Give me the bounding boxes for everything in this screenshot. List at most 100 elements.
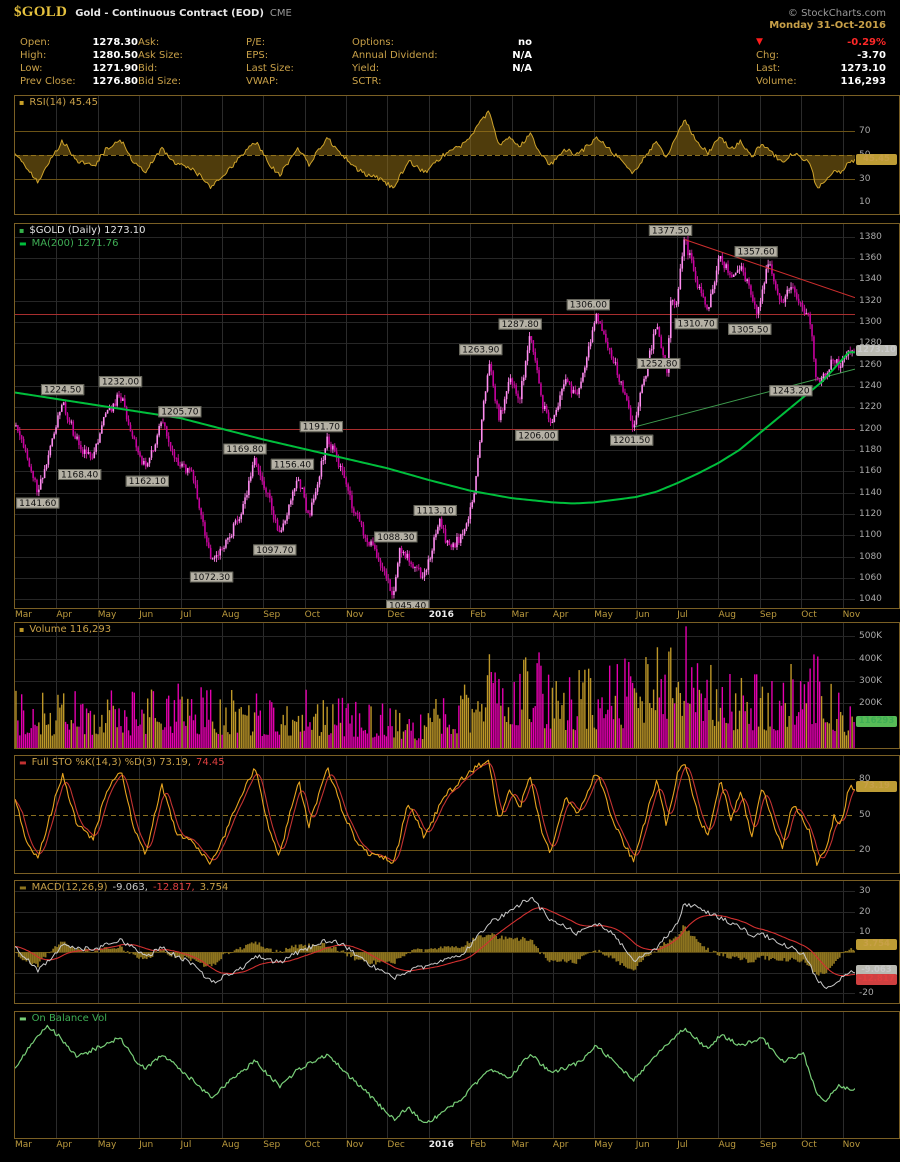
axis-marker: 116293 (856, 716, 897, 728)
chart-date: Monday 31-Oct-2016 (769, 20, 886, 31)
month-label: Feb (470, 1140, 487, 1150)
axis-tick: 1200 (859, 423, 882, 434)
month-label: Mar (511, 610, 529, 620)
ma-legend: ▬ MA(200) 1271.76 (19, 238, 118, 249)
axis-tick: 1120 (859, 509, 882, 520)
axis-tick: 1280 (859, 338, 882, 349)
rsi-legend-label: RSI(14) 45.45 (29, 97, 99, 108)
obv-legend: ▬ On Balance Vol (19, 1013, 107, 1024)
sctr-label: SCTR: (352, 76, 382, 87)
x-axis-months-top: Mar Apr May Jun Jul Aug Sep Oct Nov Dec 2016 Feb Mar… (15, 609, 899, 622)
month-label: Jun (635, 610, 650, 620)
macd-hist-value: 3.754 (199, 882, 229, 893)
axis-tick: 80 (859, 774, 871, 785)
last-value: 1273.10 (840, 63, 886, 74)
month-label: Apr (552, 610, 569, 620)
month-label: Sep (759, 1140, 777, 1150)
axis-marker: 1273.10 (856, 344, 897, 356)
stochastics-legend: ▬ Full STO %K(14,3) %D(3) 73.19, 74.45 (19, 757, 225, 768)
axis-tick: 500K (859, 631, 883, 642)
stockcharts-copyright-link[interactable]: © StockCharts.com (787, 8, 886, 19)
volume-legend-label: Volume 116,293 (29, 624, 112, 635)
axis-tick: 1380 (859, 231, 882, 242)
options-label: Options: (352, 37, 394, 48)
bid-size-label: Bid Size: (138, 76, 182, 87)
month-label: Apr (552, 1140, 569, 1150)
month-label: Jun (635, 1140, 650, 1150)
macd-signal-value: -12.817, (152, 882, 195, 893)
options-value: no (518, 37, 532, 48)
axis-tick: 20 (859, 906, 871, 917)
axis-marker: -12.817 (856, 974, 897, 986)
month-label: 2016 (428, 1140, 454, 1150)
ma-legend-label: MA(200) 1271.76 (31, 238, 119, 249)
axis-tick: 1220 (859, 402, 882, 413)
month-label: Mar (15, 610, 32, 620)
volume-panel: 500K 400K 300K 200K 116293 ▪ Volume 116,293 (14, 622, 900, 749)
month-label: Jun (139, 610, 154, 620)
month-label: Aug (718, 1140, 737, 1150)
price-y-axis: 1380 1360 1340 1320 1300 1280 1260 1240 1220 1200… (855, 224, 899, 608)
axis-tick: 70 (859, 126, 871, 137)
volume-label: Volume: (756, 76, 797, 87)
stochastics-y-axis: 80 50 20 73.19 (855, 756, 899, 873)
ask-label: Ask: (138, 37, 160, 48)
month-label: Aug (221, 1140, 240, 1150)
volume-legend-icon: ▪ (19, 624, 25, 634)
prev-close-label: Prev Close: (20, 76, 76, 87)
obv-legend-label: On Balance Vol (31, 1013, 107, 1024)
axis-tick: -20 (859, 987, 874, 998)
prev-close-value: 1276.80 (92, 76, 138, 87)
axis-tick: 1060 (859, 573, 882, 584)
chart-title: Gold - Continuous Contract (EOD) (75, 8, 264, 19)
month-label: Sep (263, 610, 281, 620)
ask-size-label: Ask Size: (138, 50, 183, 61)
month-label: Mar (15, 1140, 32, 1150)
month-label: Dec (387, 1140, 405, 1150)
month-label: May (594, 610, 613, 620)
open-label: Open: (20, 37, 51, 48)
axis-tick: 1320 (859, 295, 882, 306)
axis-tick: 50 (859, 809, 871, 820)
exchange-label: CME (269, 8, 292, 19)
axis-tick: 400K (859, 653, 883, 664)
dividend-value: N/A (512, 50, 532, 61)
quote-col-fundamentals: P/E: EPS: Last Size: VWAP: (246, 36, 352, 88)
dividend-label: Annual Dividend: (352, 50, 438, 61)
rsi-legend-icon: ▪ (19, 97, 25, 107)
low-label: Low: (20, 63, 43, 74)
x-axis-months-bottom: Mar Apr May Jun Jul Aug Sep Oct Nov Dec 2016 Feb Mar… (15, 1139, 899, 1152)
macd-y-axis: 30 20 10 -20 3.754 -9.063 -12.817 (855, 881, 899, 1003)
macd-legend: ▬ MACD(12,26,9) -9.063, -12.817, 3.754 (19, 882, 228, 893)
rsi-plot-canvas (15, 96, 855, 214)
month-label: Mar (511, 1140, 529, 1150)
month-label: May (97, 1140, 117, 1150)
month-label: Sep (759, 610, 777, 620)
last-size-label: Last Size: (246, 63, 294, 74)
axis-marker: 45.45 (856, 154, 897, 166)
volume-y-axis: 500K 400K 300K 200K 116293 (855, 623, 899, 748)
ma-legend-icon: ▬ (19, 238, 27, 248)
volume-legend: ▪ Volume 116,293 (19, 624, 111, 635)
stochastics-legend-icon: ▬ (19, 757, 27, 767)
axis-tick: 1160 (859, 466, 882, 477)
obv-legend-icon: ▬ (19, 1013, 27, 1023)
quote-panel: Open: 1278.30 High: 1280.50 Low: 1271.90 Pr… (0, 33, 900, 92)
month-label: Oct (801, 1140, 817, 1150)
pe-label: P/E: (246, 37, 266, 48)
axis-tick: 1100 (859, 530, 882, 541)
axis-tick: 20 (859, 844, 871, 855)
month-label: Jun (139, 1140, 154, 1150)
axis-tick: 1360 (859, 253, 882, 264)
month-label: May (594, 1140, 613, 1150)
axis-tick: 1240 (859, 381, 882, 392)
month-label: Nov (842, 1140, 861, 1150)
obv-y-axis (855, 1012, 899, 1138)
volume-value: 116,293 (840, 76, 886, 87)
axis-tick: 30 (859, 173, 871, 184)
yield-value: N/A (512, 63, 532, 74)
month-label: Nov (842, 610, 861, 620)
vwap-label: VWAP: (246, 76, 279, 87)
month-label: Jul (180, 610, 192, 620)
macd-panel: 30 20 10 -20 3.754 -9.063 -12.817 ▬ MACD(12,26… (14, 880, 900, 1004)
